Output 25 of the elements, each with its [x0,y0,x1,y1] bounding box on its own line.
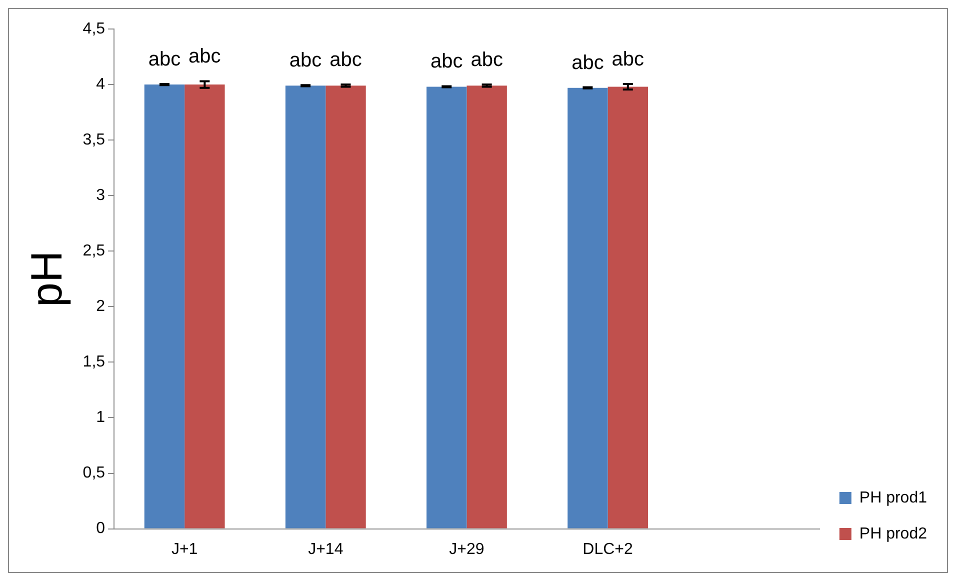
y-tick-label: 3 [96,187,106,204]
y-tick-label: 0 [96,520,106,538]
y-tick-label: 2 [96,298,106,316]
y-tick-label: 2,5 [82,242,106,260]
annotation: abc [148,48,181,70]
legend-label: PH prod1 [859,489,928,506]
x-tick-label: J+14 [308,540,344,558]
annotation: abc [470,49,503,72]
x-tick-label: DLC+2 [582,540,634,558]
legend-label: PH prod2 [859,525,928,542]
annotation: abc [430,50,463,73]
y-tick-label: 1,5 [82,354,106,371]
annotation: abc [188,46,221,68]
y-tick-label: 4,5 [82,20,106,38]
annotation: abc [289,50,322,72]
annotation: abc [330,49,362,72]
annotation: abc [572,52,604,74]
x-tick-label: J+1 [171,540,198,558]
x-tick-label: J+29 [449,540,484,558]
y-tick-label: 4 [96,76,106,93]
y-tick-label: 0,5 [82,464,106,482]
y-tick-label: 1 [96,409,106,426]
y-axis-title: pH [22,250,72,308]
y-tick-label: 3,5 [82,131,106,148]
annotation: abc [612,48,644,70]
